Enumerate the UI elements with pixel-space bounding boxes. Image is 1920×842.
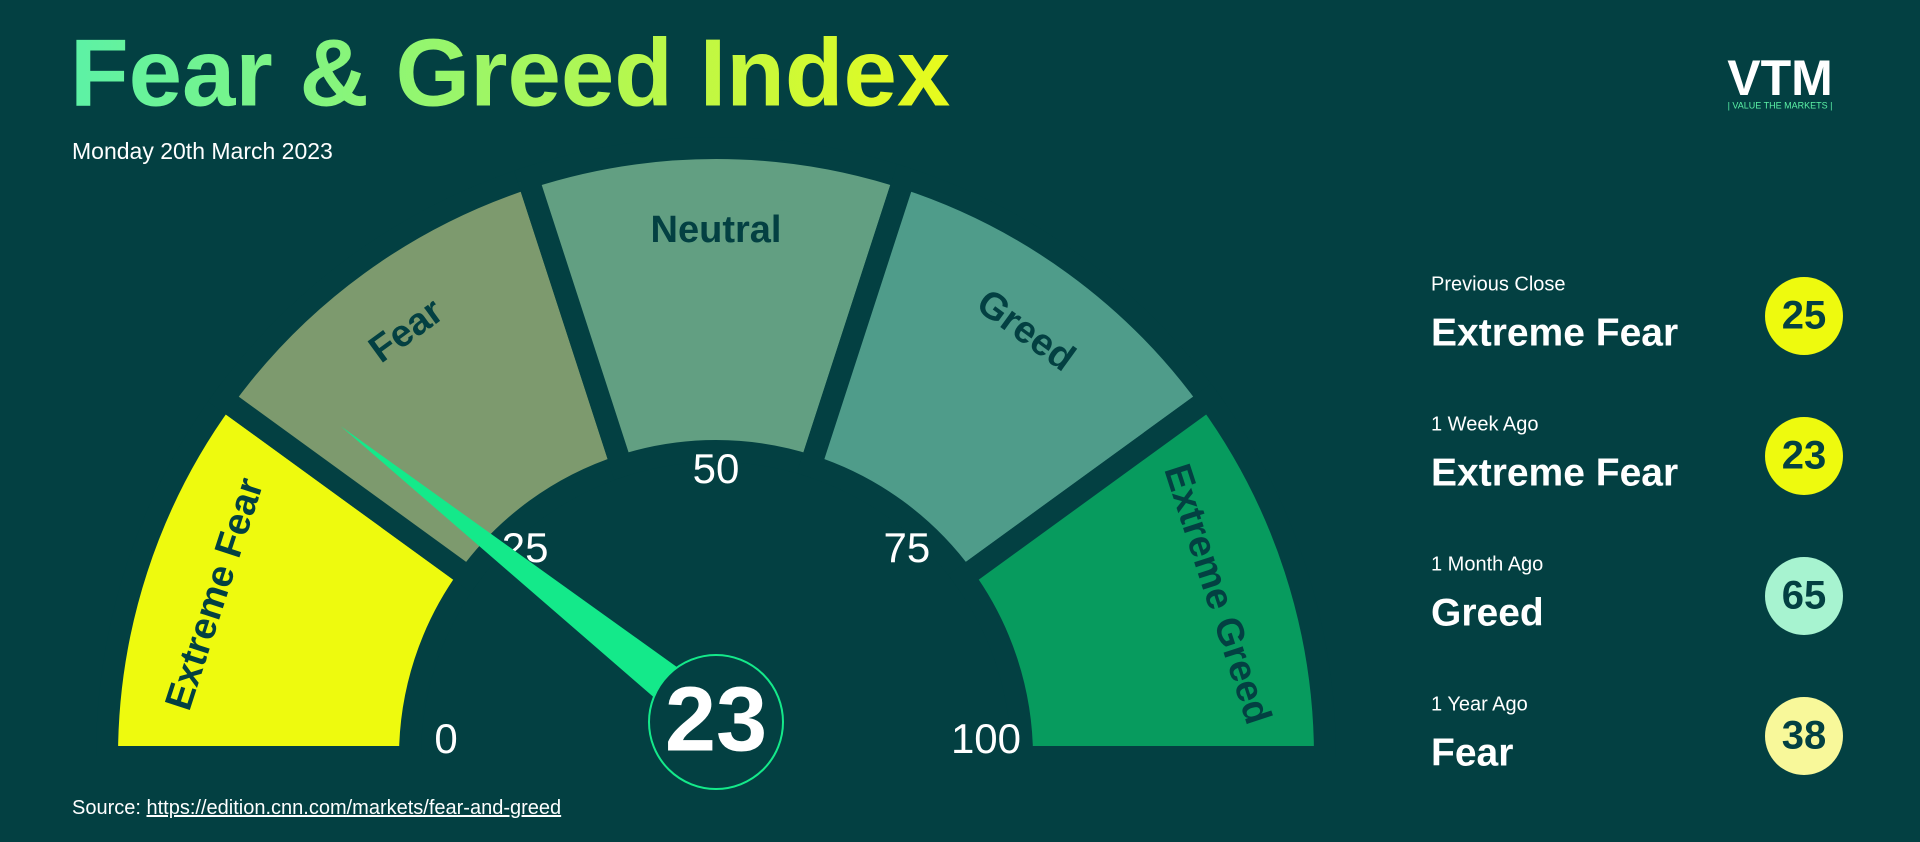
tick-label: 75 <box>884 524 931 571</box>
history-rating: Extreme Fear <box>1431 451 1678 494</box>
history-rating: Fear <box>1431 731 1513 774</box>
value-label: 23 <box>665 668 767 770</box>
source: Source: https://edition.cnn.com/markets/… <box>72 797 561 819</box>
history-value: 38 <box>1782 714 1827 758</box>
needle <box>340 426 731 739</box>
date: Monday 20th March 2023 <box>72 138 333 164</box>
history-circle <box>1765 277 1843 355</box>
source-label: Source: <box>72 797 141 819</box>
logo: VTM <box>1727 50 1833 106</box>
history-label: 1 Year Ago <box>1431 693 1528 715</box>
history-rating: Greed <box>1431 591 1544 634</box>
tick-label: 0 <box>434 715 457 762</box>
source-link[interactable]: https://edition.cnn.com/markets/fear-and… <box>147 797 562 819</box>
gauge-band <box>948 383 1337 768</box>
history-label: 1 Week Ago <box>1431 413 1538 435</box>
history-circle <box>1765 417 1843 495</box>
history-circle <box>1765 557 1843 635</box>
history-label: 1 Month Ago <box>1431 553 1543 575</box>
logo-tagline: | VALUE THE MARKETS | <box>1728 100 1833 110</box>
title: Fear & Greed Index <box>70 19 950 126</box>
history-label: Previous Close <box>1431 273 1566 295</box>
history-circle <box>1765 697 1843 775</box>
history-value: 23 <box>1782 434 1827 478</box>
tick-label: 50 <box>693 445 740 492</box>
history-rating: Extreme Fear <box>1431 311 1678 354</box>
band-label: Neutral <box>651 209 782 251</box>
history-value: 25 <box>1782 294 1827 338</box>
tick-label: 100 <box>951 715 1021 762</box>
history-value: 65 <box>1782 574 1827 618</box>
value-circle <box>648 654 784 790</box>
history-panel: Previous Close Extreme Fear 25 1 Week Ago Ex… <box>1431 273 1843 775</box>
